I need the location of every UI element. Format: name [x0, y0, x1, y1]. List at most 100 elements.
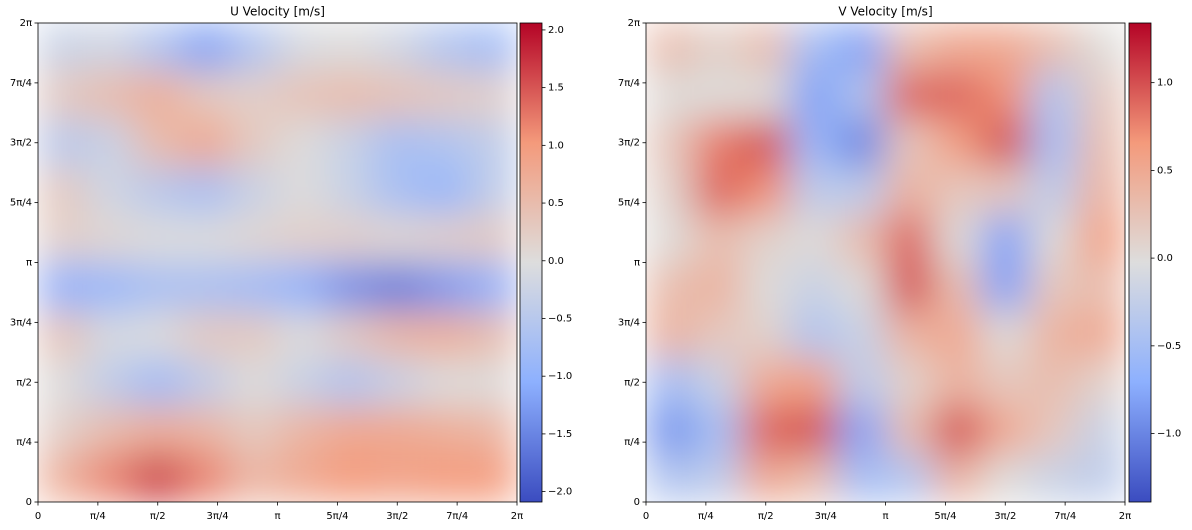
- heatmap-cell: [229, 310, 278, 359]
- heatmap-cell: [469, 23, 517, 72]
- heatmap-cell: [693, 454, 743, 502]
- heatmap-cell: [646, 358, 695, 407]
- y-tick-label: 7π/4: [618, 78, 640, 89]
- colorbar: [519, 22, 543, 503]
- heatmap-cell: [1029, 214, 1078, 263]
- heatmap-cell: [469, 118, 517, 168]
- heatmap-cell: [789, 70, 839, 120]
- heatmap-cell: [837, 454, 886, 502]
- heatmap-cell: [133, 70, 183, 120]
- heatmap-cell: [693, 70, 743, 120]
- heatmap-cell: [325, 454, 374, 502]
- heatmap-cell: [469, 454, 517, 502]
- heatmap-cell: [981, 262, 1030, 311]
- x-tick-label: 7π/4: [446, 511, 468, 522]
- heatmap-cell: [981, 166, 1030, 216]
- heatmap-cell: [837, 406, 886, 455]
- heatmap-cell: [741, 23, 791, 72]
- heatmap-cell: [181, 454, 231, 502]
- heatmap-cell: [837, 214, 886, 263]
- heatmap-cell: [981, 214, 1030, 263]
- heatmap-cell: [373, 118, 422, 168]
- y-tick-label: π/4: [16, 437, 32, 448]
- heatmap-cell: [981, 358, 1030, 407]
- y-tick-label: 5π/4: [10, 198, 32, 209]
- heatmap-cell: [885, 166, 934, 216]
- heatmap-cell: [837, 23, 886, 72]
- heatmap-cell: [1077, 454, 1125, 502]
- x-tick-label: π: [274, 511, 280, 522]
- x-tick-label: 3π/4: [815, 511, 837, 522]
- heatmap-cell: [229, 214, 278, 263]
- heatmap-cell: [85, 70, 135, 120]
- y-tick-label: 2π: [628, 18, 640, 29]
- colorbar-tick-label: −0.5: [1157, 341, 1181, 352]
- heatmap-cell: [469, 70, 517, 120]
- heatmap-cell: [38, 358, 87, 407]
- heatmap-cell: [1077, 23, 1125, 72]
- heatmap-cell: [421, 454, 470, 502]
- heatmap-cell: [933, 118, 982, 168]
- heatmap-cell: [1077, 214, 1125, 263]
- heatmap-cell: [741, 310, 791, 359]
- heatmap-cell: [469, 406, 517, 455]
- heatmap-cell: [885, 214, 934, 263]
- colorbar-tick-label: 2.0: [548, 25, 564, 36]
- heatmap-cell: [981, 70, 1030, 120]
- heatmap-cell: [741, 454, 791, 502]
- x-tick-label: 3π/2: [994, 511, 1016, 522]
- heatmap-cell: [277, 118, 326, 168]
- heatmap-cell: [1077, 310, 1125, 359]
- heatmap-cell: [1029, 166, 1078, 216]
- chart-title: V Velocity [m/s]: [838, 5, 932, 19]
- x-tick-label: 0: [35, 511, 41, 522]
- heatmap-cell: [1029, 310, 1078, 359]
- chart-title: U Velocity [m/s]: [230, 5, 325, 19]
- x-tick-label: π/4: [90, 511, 106, 522]
- x-tick-label: 3π/4: [207, 511, 229, 522]
- heatmap-cell: [693, 118, 743, 168]
- heatmap-cell: [789, 262, 839, 311]
- y-tick-label: π/4: [624, 437, 640, 448]
- colorbar-tick-label: −2.0: [548, 487, 572, 498]
- heatmap-cell: [181, 214, 231, 263]
- heatmap-cell: [693, 358, 743, 407]
- heatmap-cell: [373, 262, 422, 311]
- heatmap-cell: [133, 454, 183, 502]
- heatmap-cell: [1077, 118, 1125, 168]
- heatmap-cell: [85, 262, 135, 311]
- heatmap-cell: [741, 118, 791, 168]
- heatmap-cell: [693, 214, 743, 263]
- heatmap-cell: [981, 310, 1030, 359]
- colorbar-tick-label: 1.0: [548, 140, 564, 151]
- heatmap-cell: [1029, 454, 1078, 502]
- heatmap-cell: [981, 23, 1030, 72]
- heatmap-cell: [646, 454, 695, 502]
- heatmap-cell: [789, 406, 839, 455]
- heatmap-cell: [277, 23, 326, 72]
- heatmap-cell: [181, 23, 231, 72]
- heatmap-cell: [1029, 358, 1078, 407]
- heatmap-cell: [85, 358, 135, 407]
- heatmap-cell: [373, 214, 422, 263]
- heatmap-cell: [646, 310, 695, 359]
- heatmap-cell: [789, 23, 839, 72]
- heatmap-cell: [133, 310, 183, 359]
- heatmap-cell: [885, 406, 934, 455]
- heatmap-cell: [469, 262, 517, 311]
- heatmap-cell: [933, 70, 982, 120]
- heatmap-cell: [85, 406, 135, 455]
- y-tick-label: π/2: [16, 377, 32, 388]
- heatmap-cell: [646, 406, 695, 455]
- y-tick-label: 3π/4: [618, 317, 640, 328]
- heatmap-cell: [181, 310, 231, 359]
- heatmap-cell: [181, 358, 231, 407]
- y-tick-label: 3π/2: [618, 138, 640, 149]
- heatmap-cell: [133, 406, 183, 455]
- heatmap-cell: [1077, 166, 1125, 216]
- colorbar-tick-label: 0.5: [1157, 165, 1173, 176]
- heatmap-cell: [741, 358, 791, 407]
- heatmap-cell: [373, 406, 422, 455]
- heatmap-cell: [837, 358, 886, 407]
